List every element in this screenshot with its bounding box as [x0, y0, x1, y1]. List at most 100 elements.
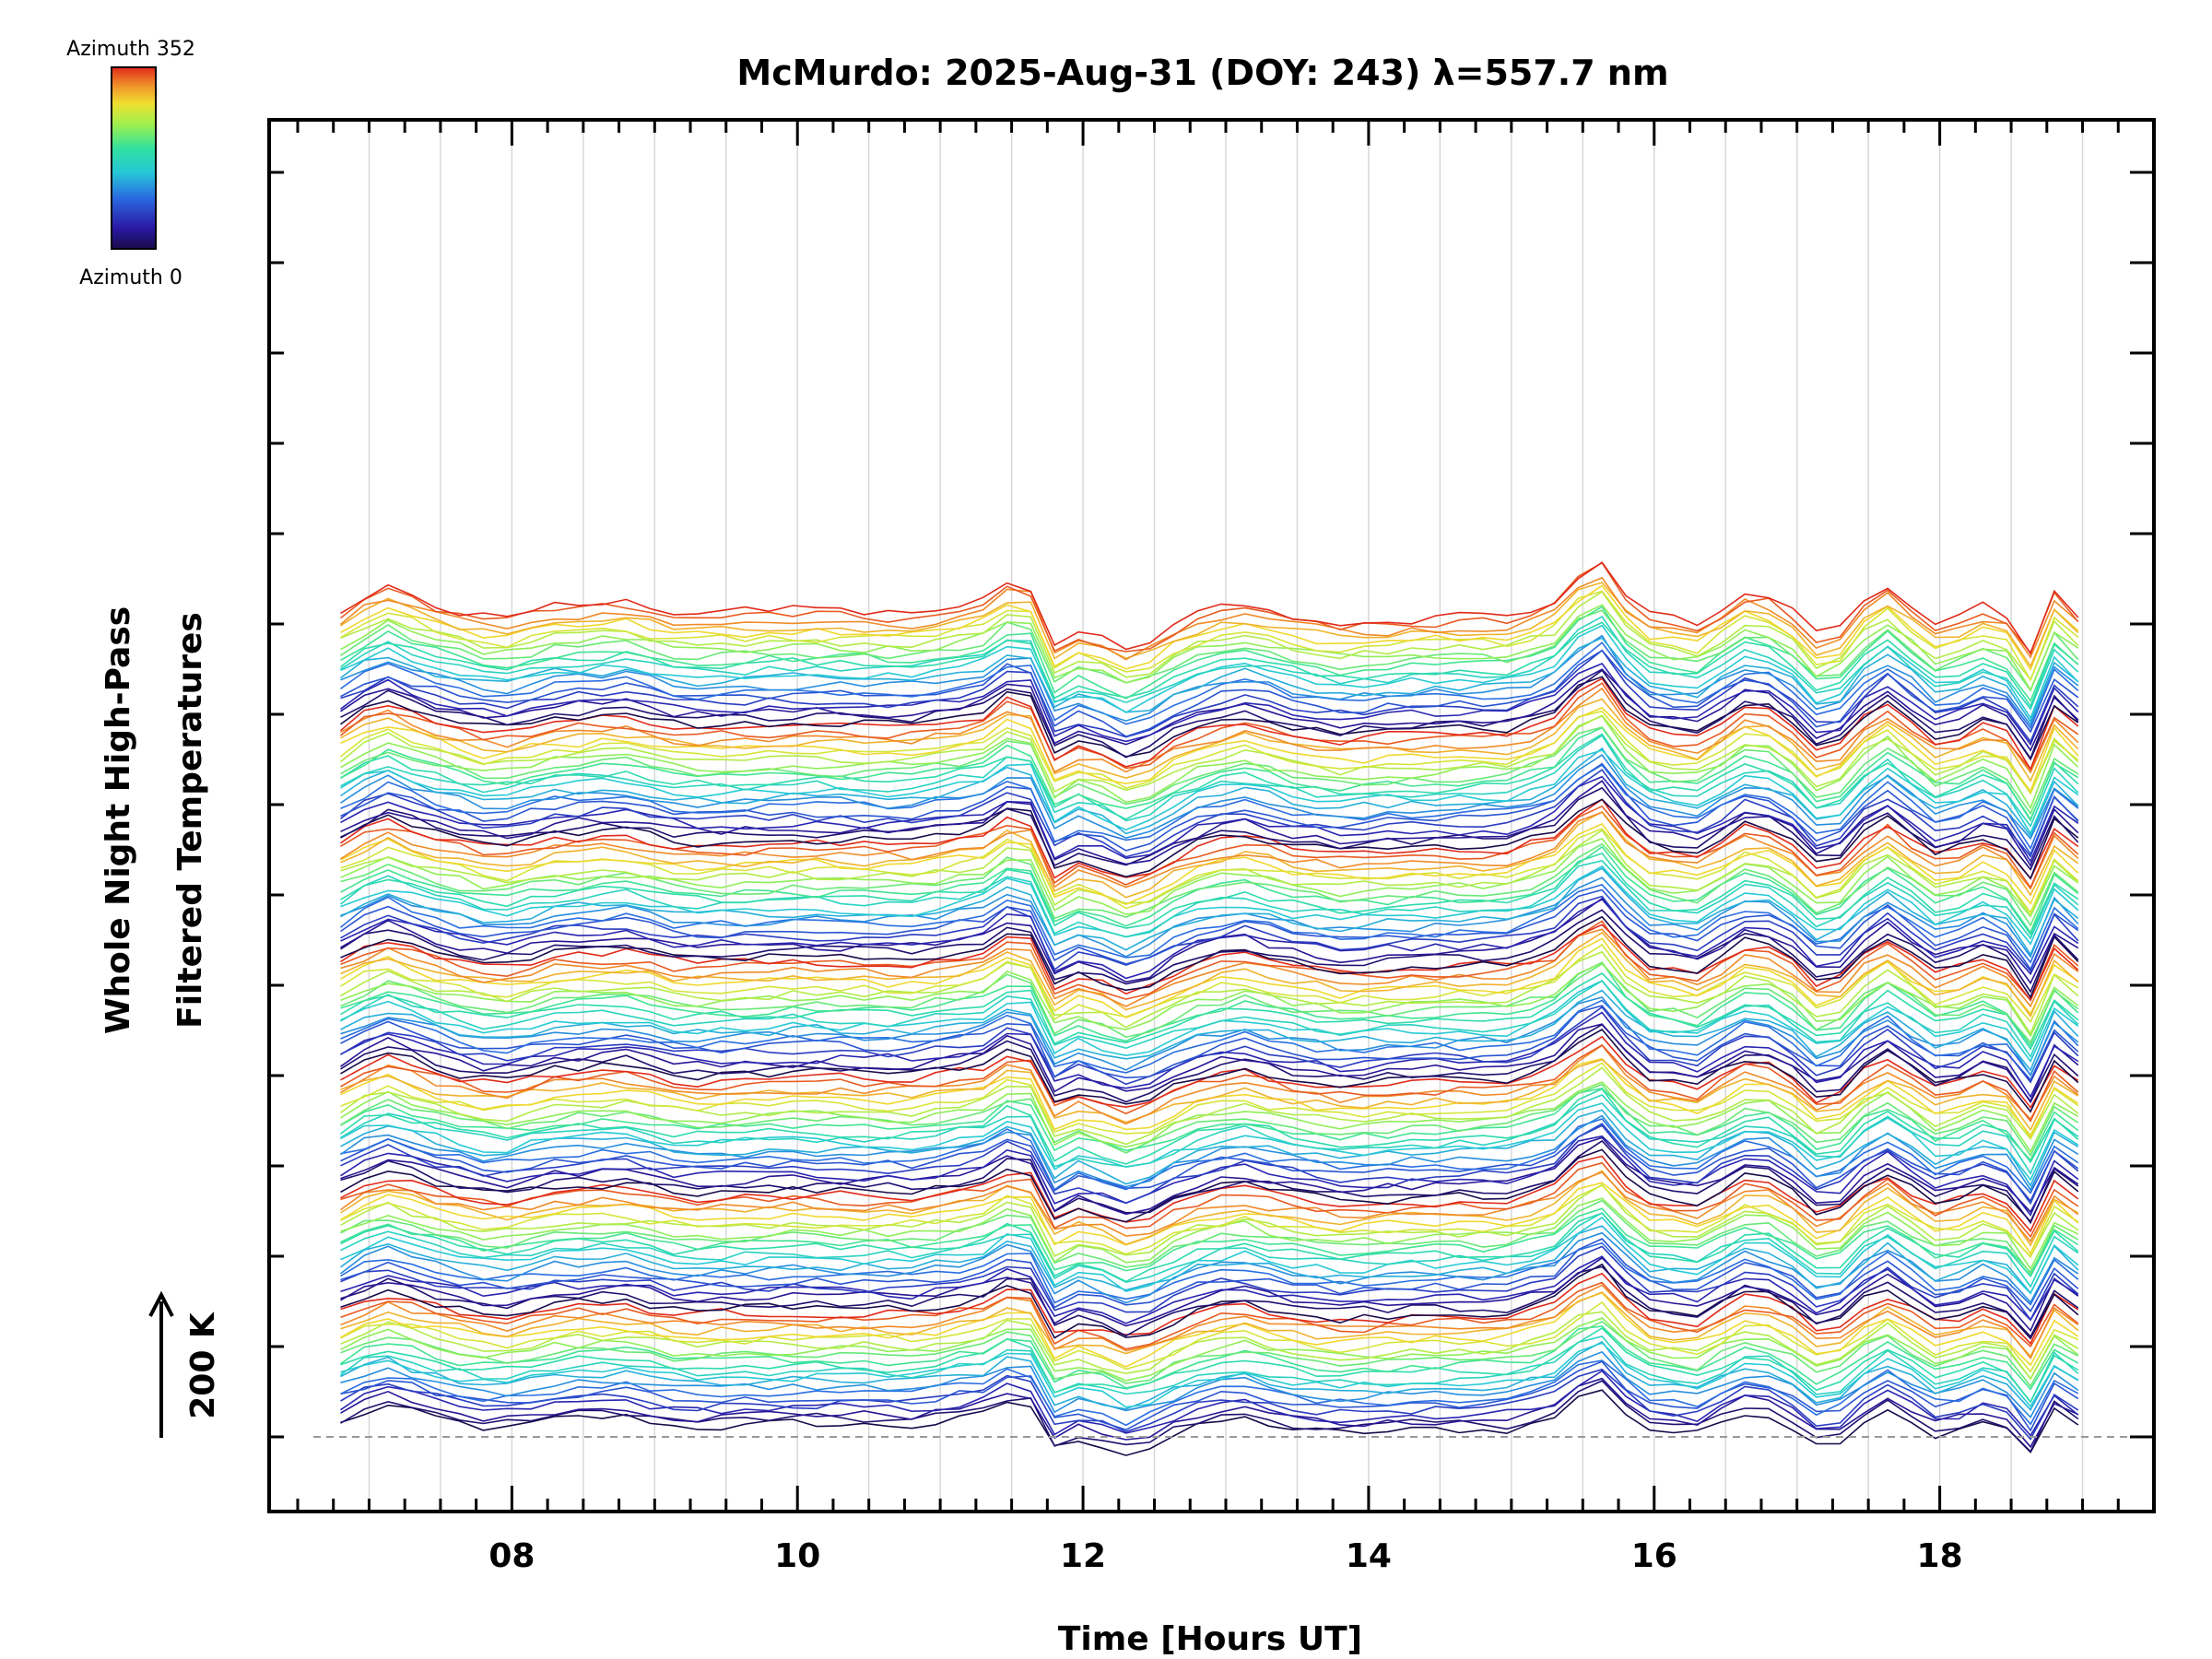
azimuth-series-line: [340, 931, 2079, 1018]
x-tick-label: 12: [1060, 1537, 1106, 1575]
azimuth-series-line: [340, 676, 2079, 761]
azimuth-series-line: [340, 937, 2079, 1018]
azimuth-series-line: [340, 1320, 2079, 1388]
azimuth-series-line: [340, 895, 2079, 973]
azimuth-series-line: [340, 663, 2079, 747]
azimuth-series-line: [340, 924, 2079, 1002]
azimuth-series-line: [340, 1171, 2079, 1243]
azimuth-series-line: [340, 754, 2079, 841]
azimuth-series-line: [340, 1088, 2079, 1165]
azimuth-series-line: [340, 762, 2079, 856]
azimuth-series-line: [340, 961, 2079, 1047]
azimuth-series-line: [340, 1342, 2079, 1408]
azimuth-series-line: [340, 798, 2079, 880]
azimuth-series-line: [340, 1216, 2079, 1295]
plot-frame: [267, 118, 2156, 1513]
azimuth-series-line: [340, 1081, 2079, 1154]
azimuth-series-line: [340, 1124, 2079, 1205]
azimuth-series-line: [340, 845, 2079, 935]
azimuth-series-line: [340, 1028, 2079, 1113]
azimuth-series-line: [340, 1197, 2079, 1271]
y-axis-label-line2: Filtered Temperatures: [171, 612, 209, 1029]
azimuth-series-line: [340, 1136, 2079, 1216]
azimuth-series-line: [340, 1044, 2079, 1125]
azimuth-series-line: [340, 920, 2079, 1002]
azimuth-series-line: [340, 962, 2079, 1044]
x-tick-label: 16: [1631, 1537, 1677, 1575]
azimuth-series-line: [340, 1058, 2079, 1132]
azimuth-series-line: [340, 1255, 2079, 1324]
colorbar-bottom-label: Azimuth 0: [79, 266, 182, 289]
azimuth-series-line: [340, 1238, 2079, 1312]
azimuth-series-line: [340, 749, 2079, 835]
azimuth-series-line: [340, 1284, 2079, 1359]
colorbar-legend: Azimuth 352 Azimuth 0: [66, 38, 195, 289]
azimuth-series-line: [340, 1199, 2079, 1276]
azimuth-series-line: [340, 943, 2079, 1023]
azimuth-series-line: [340, 838, 2079, 918]
azimuth-series-line: [340, 561, 2079, 654]
azimuth-series-line: [339, 677, 2079, 771]
azimuth-series-line: [340, 1023, 2079, 1103]
x-tick-label: 08: [488, 1537, 535, 1575]
azimuth-series-line: [340, 1326, 2079, 1404]
scale-bar-arrow-head: [148, 1290, 174, 1317]
azimuth-series-line: [340, 996, 2079, 1077]
azimuth-series-line: [340, 950, 2079, 1036]
azimuth-series-line: [340, 1006, 2079, 1086]
chart-title: McMurdo: 2025-Aug-31 (DOY: 243) λ=557.7 …: [736, 53, 1668, 93]
azimuth-series-line: [340, 584, 2079, 672]
azimuth-series-line: [340, 1093, 2079, 1175]
azimuth-series-line: [340, 616, 2079, 711]
azimuth-series-line: [340, 707, 2079, 794]
azimuth-series-line: [340, 1241, 2079, 1306]
azimuth-series-line: [340, 669, 2079, 760]
colorbar-top-label: Azimuth 352: [66, 38, 195, 61]
azimuth-series-line: [340, 609, 2079, 692]
azimuth-series-line: [339, 714, 2079, 795]
azimuth-series-line: [340, 726, 2079, 816]
azimuth-series-line: [340, 883, 2079, 964]
azimuth-series-line: [340, 682, 2079, 771]
azimuth-series-line: [340, 786, 2079, 871]
azimuth-series-line: [340, 747, 2079, 838]
azimuth-series-line: [340, 1118, 2079, 1194]
azimuth-series-line: [340, 1360, 2079, 1432]
azimuth-series-line: [340, 897, 2079, 985]
azimuth-series-line: [340, 829, 2079, 918]
azimuth-series-line: [340, 1161, 2079, 1239]
azimuth-series-line: [340, 980, 2079, 1059]
azimuth-series-line: [340, 1325, 2079, 1391]
azimuth-series-line: [340, 1148, 2079, 1223]
azimuth-series-line: [340, 989, 2079, 1072]
azimuth-series-line: [340, 1350, 2079, 1419]
azimuth-series-line: [340, 1370, 2079, 1437]
azimuth-series-line: [340, 1109, 2079, 1187]
x-axis-label: Time [Hours UT]: [1058, 1620, 1362, 1658]
azimuth-series-line: [340, 769, 2079, 858]
scale-bar: 200 K: [148, 1290, 222, 1438]
azimuth-series-line: [340, 1377, 2079, 1449]
y-axis-label-line1: Whole Night High-Pass: [100, 606, 137, 1034]
azimuth-series-line: [340, 763, 2079, 851]
x-tick-label: 18: [1917, 1537, 1963, 1575]
azimuth-series-line: [340, 649, 2079, 744]
azimuth-series-line: [340, 842, 2079, 927]
azimuth-series-line: [340, 1066, 2079, 1146]
azimuth-series-line: [340, 805, 2079, 889]
azimuth-series-line: [340, 1225, 2079, 1295]
x-tick-label: 14: [1346, 1537, 1392, 1575]
azimuth-series-line: [340, 1088, 2079, 1162]
azimuth-series-line: [340, 698, 2079, 782]
azimuth-series-line: [340, 1102, 2079, 1182]
scale-bar-label: 200 K: [184, 1312, 222, 1419]
azimuth-series-line: [340, 687, 2079, 774]
azimuth-series-line: [340, 1256, 2079, 1333]
azimuth-series-line: [340, 1291, 2079, 1358]
series-group: [339, 561, 2079, 1456]
azimuth-series-line: [340, 1184, 2079, 1259]
azimuth-series-line: [340, 877, 2079, 959]
x-tick-labels: 08 10 12 14 16 18: [488, 1537, 1962, 1575]
azimuth-series-line: [340, 641, 2079, 730]
